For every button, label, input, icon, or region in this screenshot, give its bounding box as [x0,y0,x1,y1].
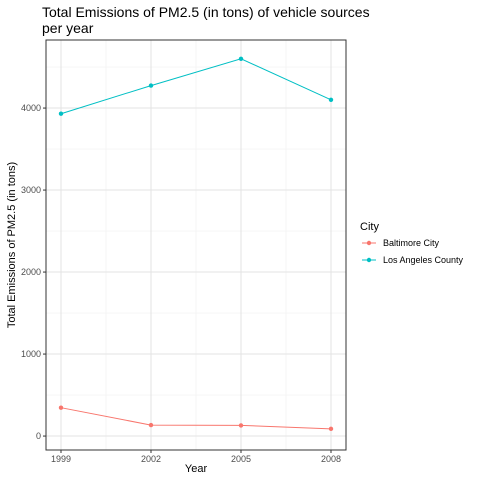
legend: City Baltimore City Los Angeles County [360,221,464,265]
series-line [60,58,332,115]
legend-key-point [366,240,372,246]
data-point [148,83,154,88]
legend-key-point [366,257,372,263]
legend-title: City [360,221,379,233]
data-point [58,111,64,116]
data-point [148,422,154,428]
grid [46,40,346,450]
y-tick-label: 4000 [21,103,41,113]
x-tick-label: 2005 [231,454,251,464]
data-point [238,56,244,61]
chart-title-line-1: Total Emissions of PM2.5 (in tons) of ve… [42,4,370,20]
legend-label: Baltimore City [383,238,440,248]
y-tick-label: 2000 [21,267,41,277]
x-axis-title: Year [185,463,208,475]
y-axis-title: Total Emissions of PM2.5 (in tons) [6,162,18,328]
y-tick-label: 1000 [21,349,41,359]
data-point [58,405,64,410]
y-tick-label: 3000 [21,185,41,195]
series-layer [58,56,334,432]
panel-border [45,39,347,451]
legend-label: Los Angeles County [383,255,464,265]
chart-title-line-2: per year [42,20,94,36]
data-point [238,423,244,428]
data-point [328,97,334,102]
data-point [328,426,334,432]
axis-ticks: 0 1000 2000 3000 4000 1999 2002 2005 2008 [21,103,341,464]
x-tick-label: 2002 [141,454,161,464]
x-tick-label: 2008 [321,454,341,464]
series-line [60,407,332,430]
x-tick-label: 1999 [51,454,71,464]
y-tick-label: 0 [36,431,41,441]
